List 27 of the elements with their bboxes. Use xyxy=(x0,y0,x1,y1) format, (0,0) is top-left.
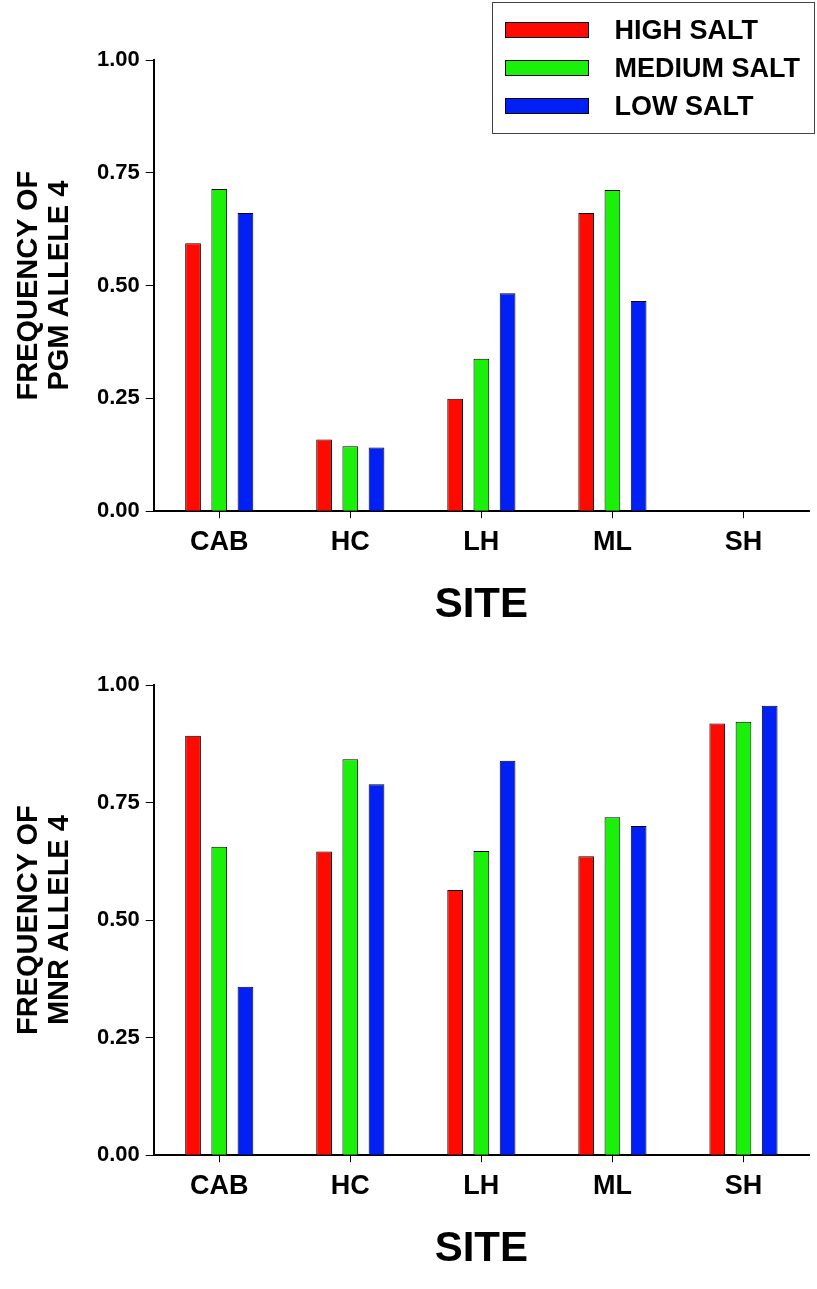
x-tick-label: CAB xyxy=(190,1169,249,1200)
y-axis-title: FREQUENCY OF PGM ALLELE 4 xyxy=(11,170,74,401)
y-tick-label: 0.25 xyxy=(96,384,140,410)
y-tick-label: 0.75 xyxy=(96,788,140,814)
x-tick-label: HC xyxy=(330,525,370,556)
x-tick-label: LH xyxy=(463,1169,500,1200)
x-tick-label: ML xyxy=(592,525,632,556)
y-tick-label: 0.50 xyxy=(96,906,140,932)
y-tick-label: 0.25 xyxy=(96,1023,140,1049)
legend-label: HIGH SALT xyxy=(614,14,759,46)
y-tick-label: 0.00 xyxy=(96,497,140,523)
x-tick-label: ML xyxy=(592,1169,632,1200)
y-tick-label: 1.00 xyxy=(96,46,140,72)
x-tick-label: SH xyxy=(724,525,763,556)
legend-label: LOW SALT xyxy=(614,90,754,122)
x-axis-title: SITE xyxy=(434,1223,529,1271)
x-axis-title: SITE xyxy=(434,579,529,627)
y-tick-label: 1.00 xyxy=(96,671,140,697)
x-tick-label: SH xyxy=(724,1169,763,1200)
x-tick-label: LH xyxy=(463,525,500,556)
y-tick-label: 0.00 xyxy=(96,1141,140,1167)
y-tick-label: 0.50 xyxy=(96,271,140,297)
y-axis-title: FREQUENCY OF MNR ALLELE 4 xyxy=(11,805,74,1036)
x-tick-label: HC xyxy=(330,1169,370,1200)
legend-label: MEDIUM SALT xyxy=(614,52,800,84)
x-tick-label: CAB xyxy=(190,525,249,556)
y-tick-label: 0.75 xyxy=(96,158,140,184)
